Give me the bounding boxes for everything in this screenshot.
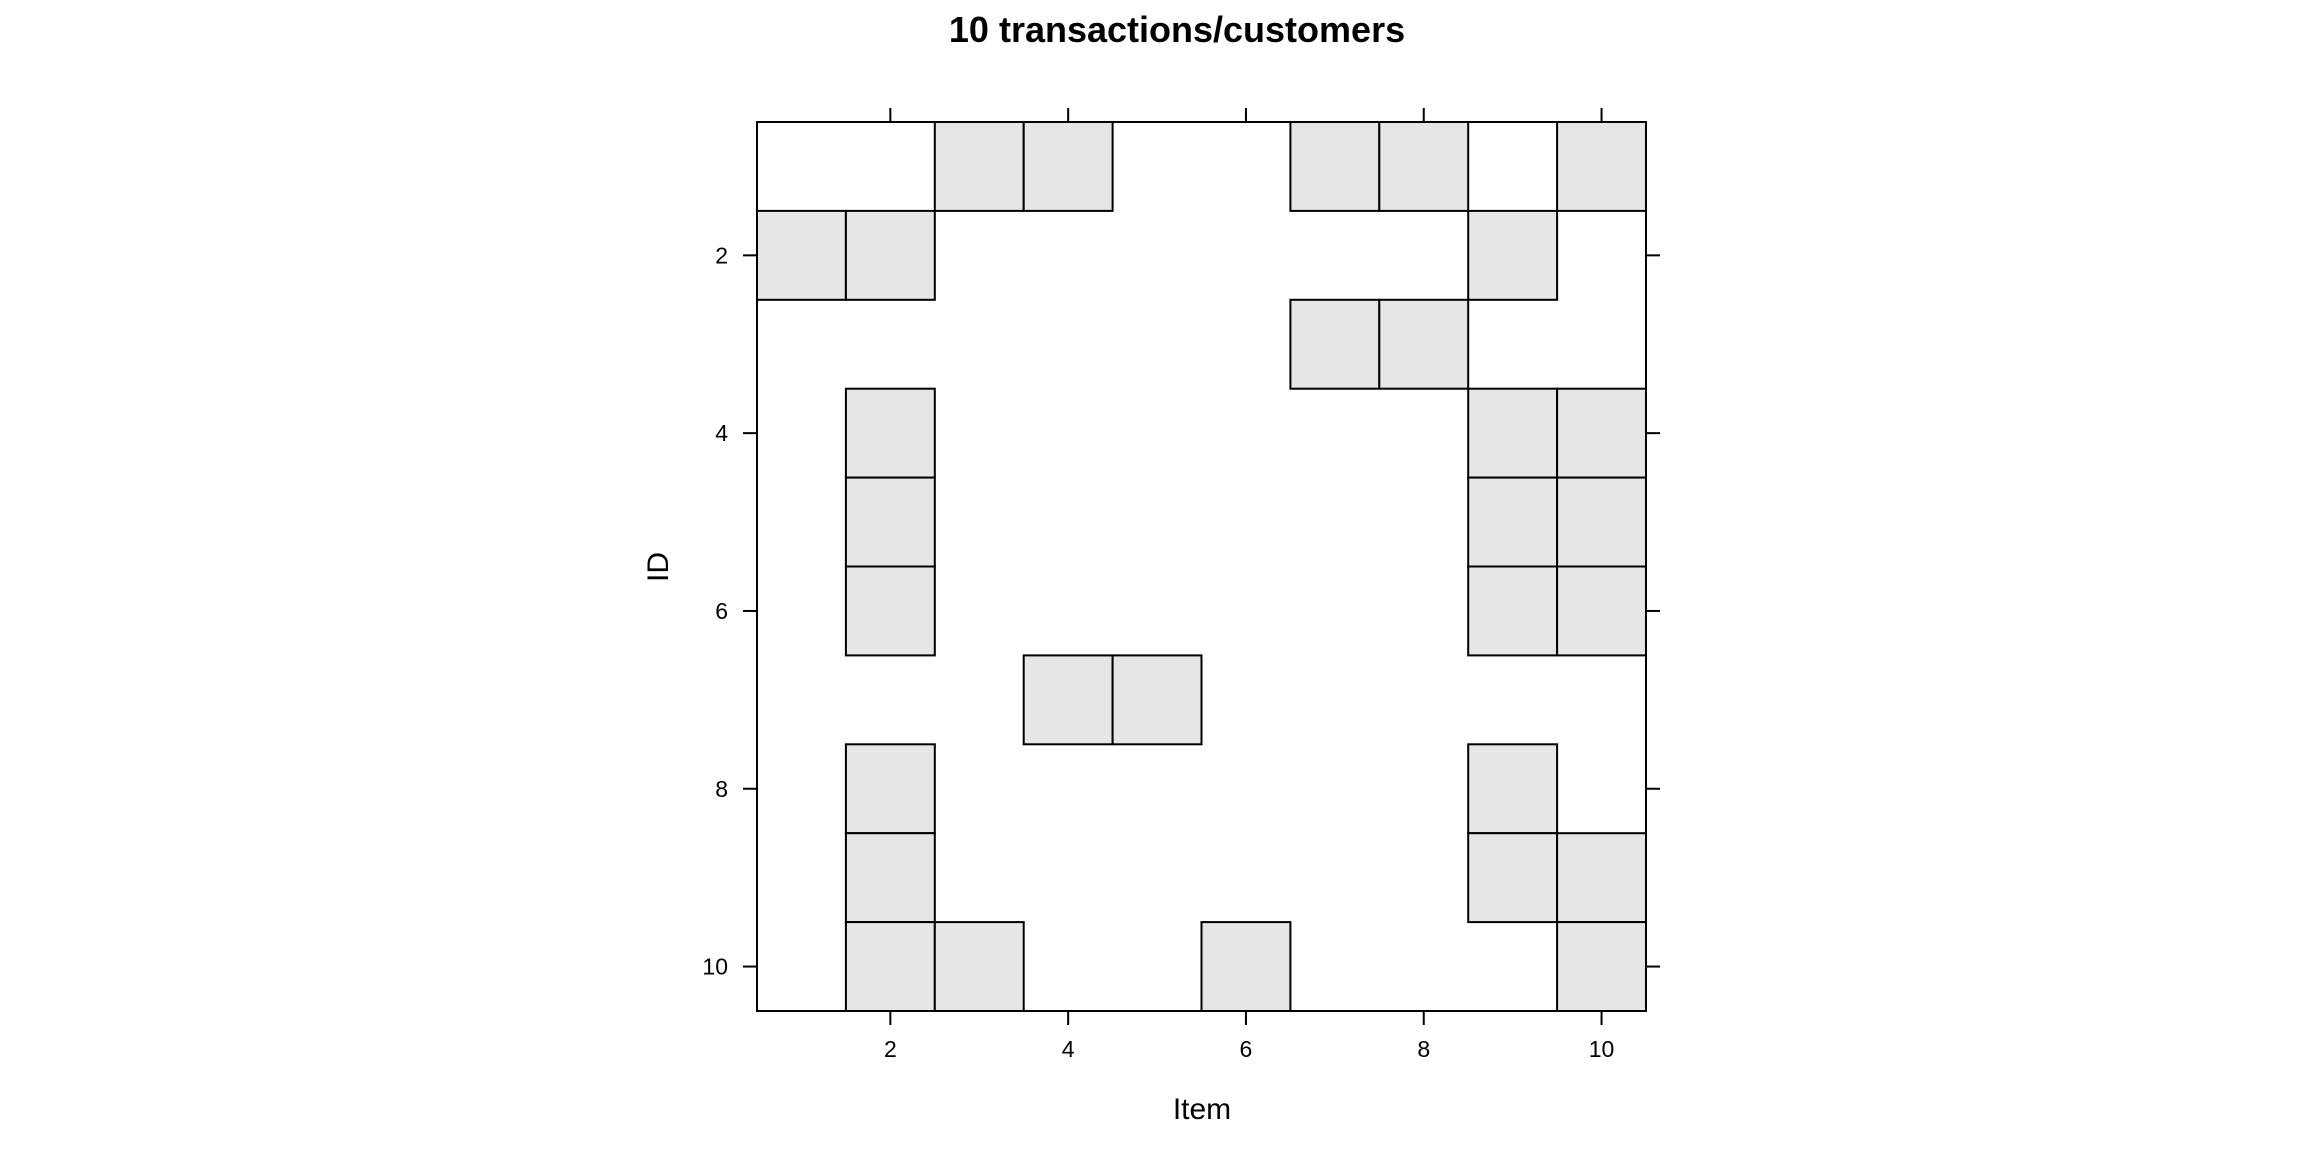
x-tick-label-10: 10 [1589, 1036, 1615, 1062]
heatmap-cell-id5-item10 [1556, 476, 1647, 568]
heatmap-cells [756, 121, 1647, 1012]
heatmap-cell-id8-item2 [844, 743, 936, 835]
heatmap-cell-id6-item10 [1556, 565, 1647, 657]
axis-tick-labels: 2 4 6 8 10 2 4 6 8 10 [702, 242, 1614, 1062]
y-tick-label-10: 10 [702, 954, 728, 980]
y-tick-label-2: 2 [715, 242, 728, 268]
heatmap-cell-id1-item4 [1022, 121, 1114, 212]
heatmap-cell-id9-item9 [1467, 832, 1559, 924]
heatmap-cell-id10-item2 [844, 921, 936, 1012]
x-axis-label: Item [1173, 1093, 1231, 1126]
heatmap-cell-id1-item8 [1378, 121, 1470, 212]
heatmap-cell-id9-item10 [1556, 832, 1647, 924]
heatmap-cell-id10-item3 [933, 921, 1025, 1012]
y-tick-label-8: 8 [715, 776, 728, 802]
plot-frame [756, 121, 1647, 1012]
axis-ticks [743, 108, 1660, 1025]
heatmap-cell-id9-item2 [844, 832, 936, 924]
plot-border [756, 121, 1647, 1012]
heatmap-cell-id7-item4 [1022, 654, 1114, 746]
heatmap-cell-id10-item10 [1556, 921, 1647, 1012]
y-tick-label-6: 6 [715, 598, 728, 624]
heatmap-cell-id5-item9 [1467, 476, 1559, 568]
heatmap-cell-id3-item7 [1289, 298, 1381, 390]
heatmap-cell-id2-item1 [756, 209, 847, 301]
x-tick-label-6: 6 [1240, 1036, 1253, 1062]
y-tick-label-4: 4 [715, 420, 728, 446]
x-tick-label-4: 4 [1062, 1036, 1075, 1062]
heatmap-cell-id4-item2 [844, 387, 936, 479]
heatmap-cell-id1-item3 [933, 121, 1025, 212]
heatmap-cell-id4-item10 [1556, 387, 1647, 479]
heatmap-cell-id4-item9 [1467, 387, 1559, 479]
heatmap-cell-id7-item5 [1111, 654, 1203, 746]
heatmap-cell-id2-item2 [844, 209, 936, 301]
heatmap-cell-id2-item9 [1467, 209, 1559, 301]
x-tick-label-2: 2 [884, 1036, 897, 1062]
y-axis-label: ID [642, 552, 675, 582]
heatmap-cell-id1-item10 [1556, 121, 1647, 212]
heatmap-cell-id1-item7 [1289, 121, 1381, 212]
heatmap-cell-id3-item8 [1378, 298, 1470, 390]
heatmap-cell-id8-item9 [1467, 743, 1559, 835]
heatmap-cell-id6-item9 [1467, 565, 1559, 657]
x-tick-label-8: 8 [1417, 1036, 1430, 1062]
heatmap-cell-id10-item6 [1200, 921, 1292, 1012]
heatmap-cell-id5-item2 [844, 476, 936, 568]
chart-title: 10 transactions/customers [949, 9, 1405, 50]
heatmap-cell-id6-item2 [844, 565, 936, 657]
